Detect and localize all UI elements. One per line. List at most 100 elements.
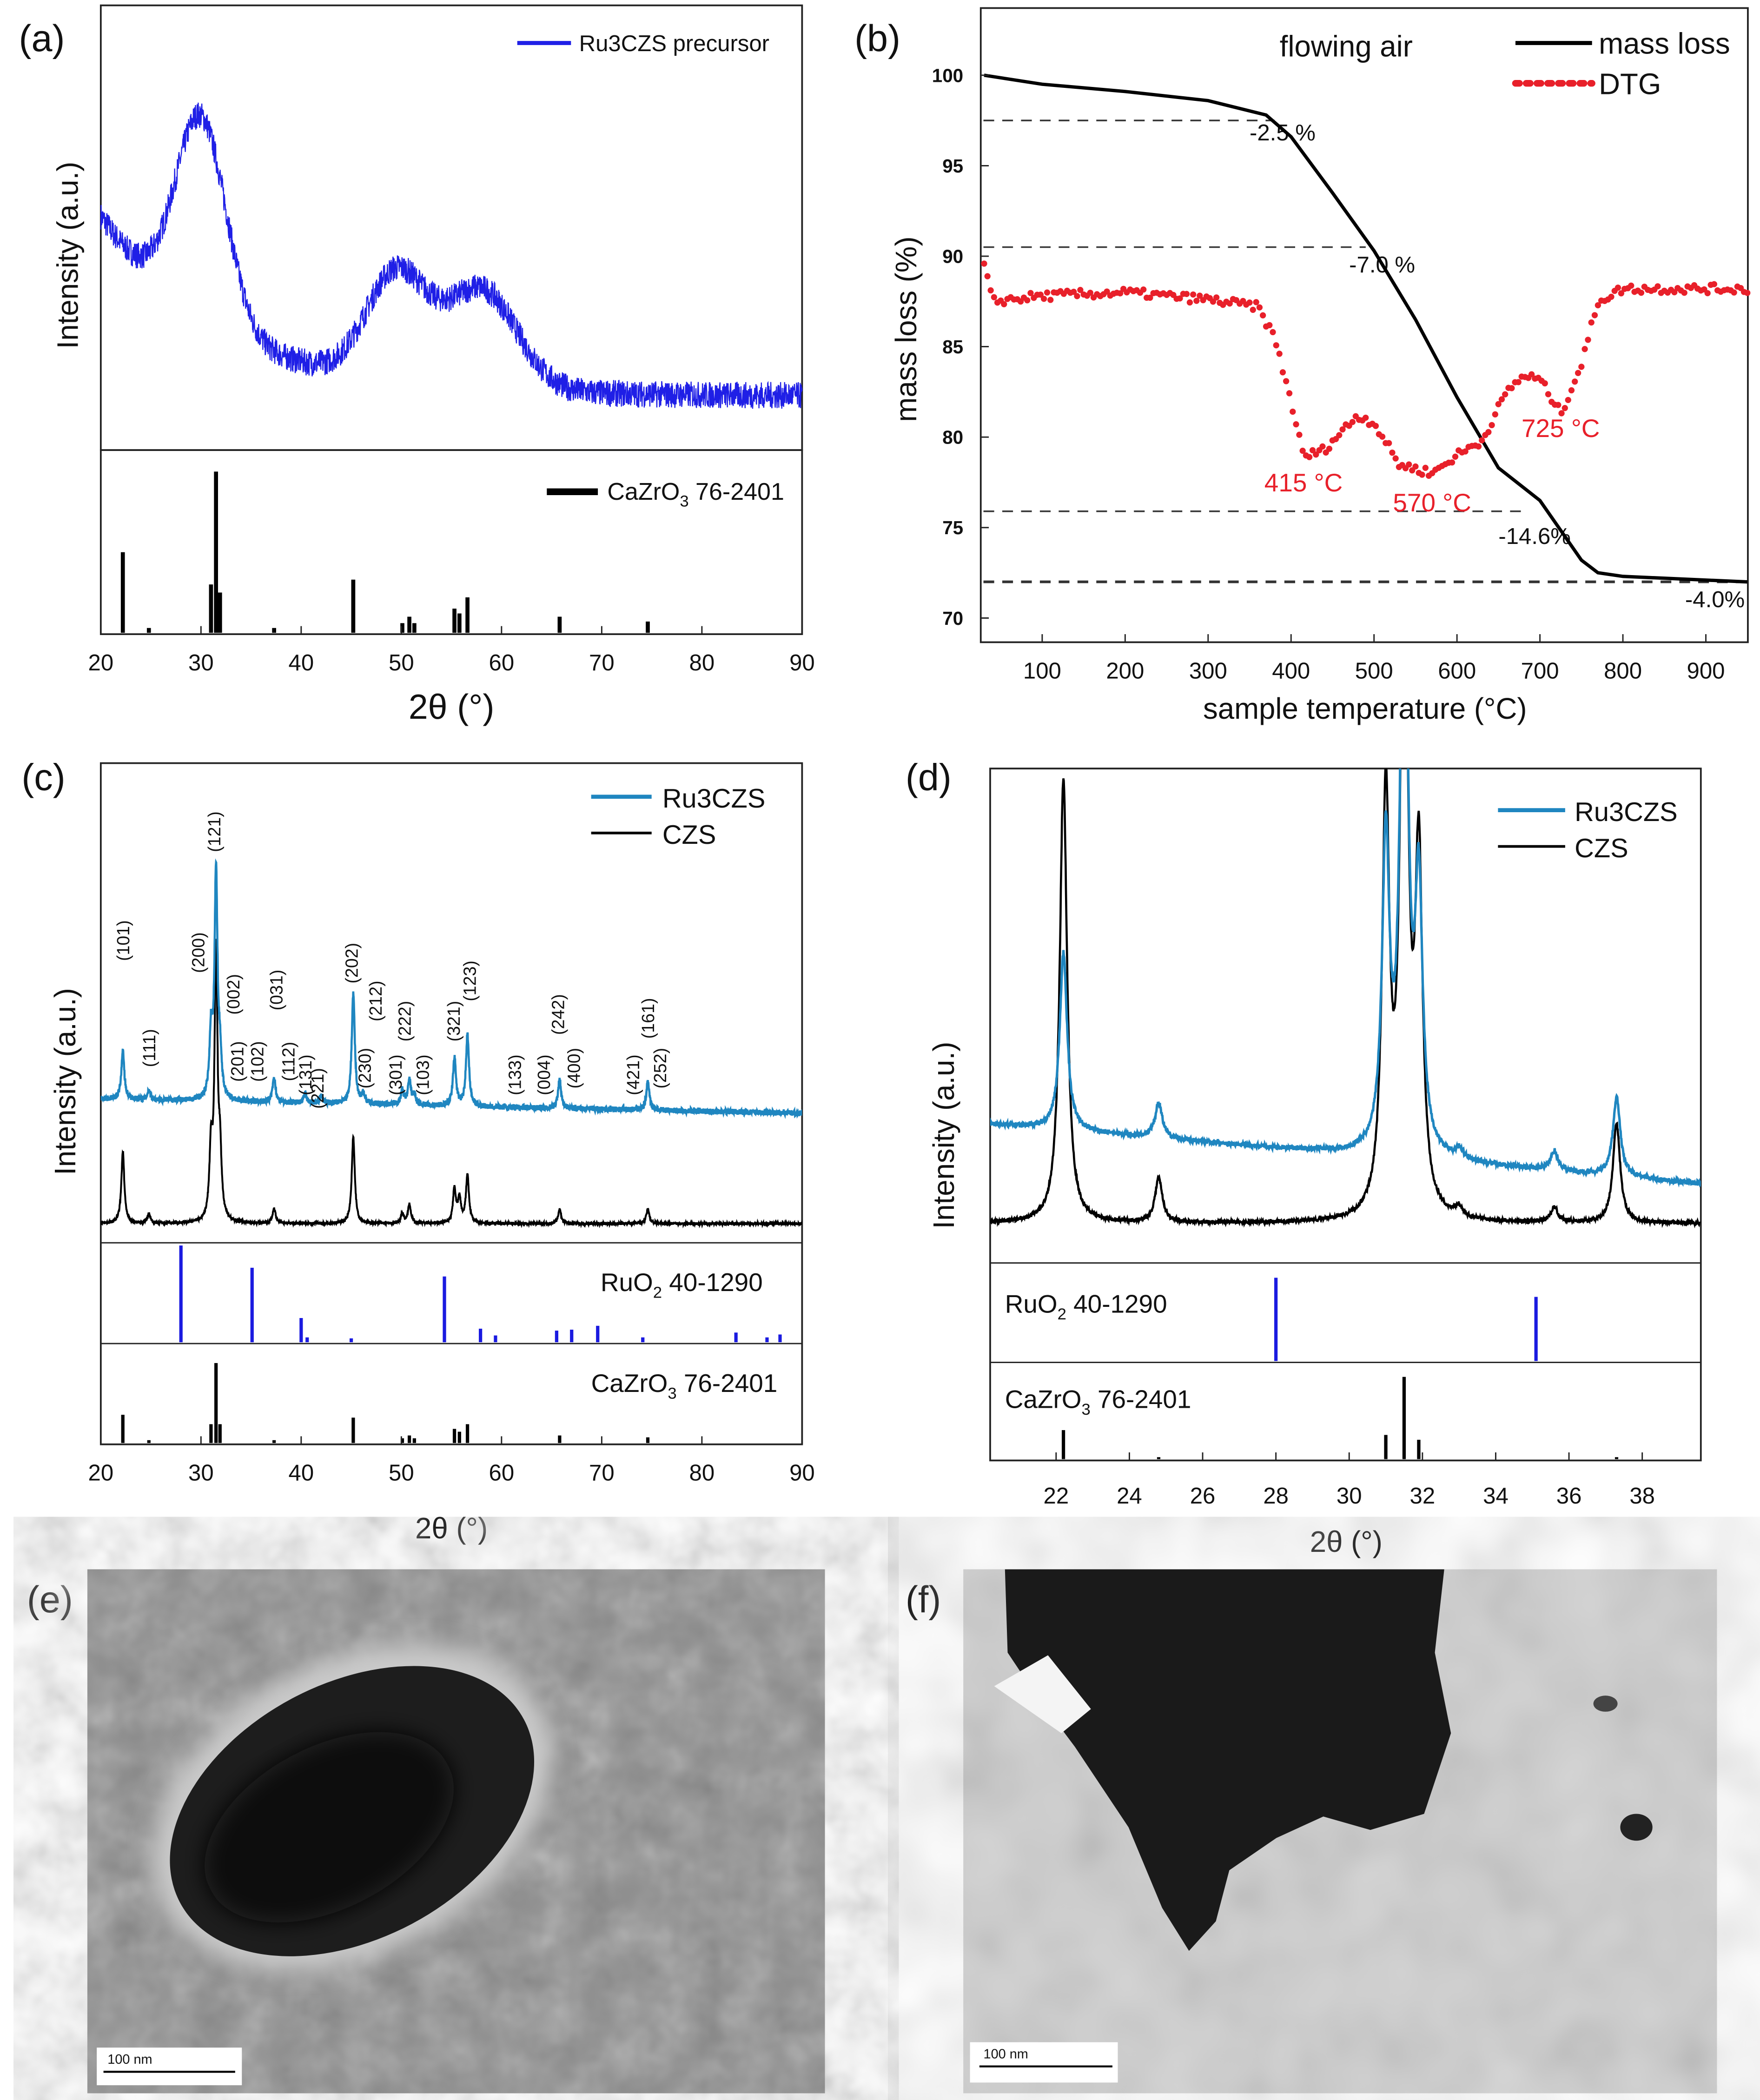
- b-dtg-point: [1581, 346, 1588, 352]
- a-xtick-label: 90: [789, 650, 815, 676]
- b-dtg-point: [1197, 292, 1203, 299]
- c-xtick-label: 50: [389, 1461, 414, 1486]
- b-dtg-label-0: 415 °C: [1264, 468, 1343, 497]
- c-xtick-label: 60: [489, 1461, 515, 1486]
- b-dtg-point: [1671, 289, 1678, 296]
- d-xtick-label: 32: [1410, 1484, 1436, 1509]
- b-dtg-point: [1489, 422, 1495, 429]
- c-xtick-label: 70: [589, 1461, 615, 1486]
- b-dtg-point: [1047, 297, 1054, 303]
- b-dtg-point: [1140, 286, 1147, 293]
- b-dtg-point: [1492, 411, 1498, 417]
- b-dtg-point: [1744, 290, 1751, 296]
- b-dtg-point: [1210, 298, 1217, 305]
- b-dtg-point: [1044, 289, 1051, 296]
- b-dtg-point: [1462, 448, 1469, 455]
- panel-label-e: (e): [27, 1579, 73, 1621]
- c-hkl-label-12: (212): [366, 980, 385, 1021]
- b-xtick-label: 800: [1604, 658, 1642, 683]
- c-hkl-label-16: (103): [413, 1054, 432, 1095]
- b-xtick-label: 300: [1189, 658, 1227, 683]
- b-dtg-label-1: 570 °C: [1393, 488, 1471, 517]
- b-dtg-point: [1186, 299, 1193, 306]
- c-hkl-label-23: (421): [623, 1054, 643, 1095]
- b-dtg-point: [1731, 289, 1737, 296]
- b-dtg-point: [1279, 369, 1286, 376]
- d-legend-czs: CZS: [1575, 834, 1628, 863]
- a-legend: Ru3CZS precursor: [517, 31, 769, 56]
- c-legend-ru: Ru3CZS: [662, 784, 766, 814]
- f-scale-box: [970, 2042, 1118, 2083]
- a-series-ru3czs-precursor: [100, 102, 803, 409]
- c-hkl-label-21: (242): [548, 994, 568, 1035]
- b-dtg-point: [1585, 337, 1591, 343]
- c-hkl-label-7: (031): [267, 970, 286, 1011]
- panel-label-a: (a): [19, 18, 65, 60]
- b-dtg-point: [991, 294, 998, 300]
- d-xtick-label: 28: [1263, 1484, 1289, 1509]
- d-xtick-label: 22: [1044, 1484, 1069, 1509]
- b-dtg-point: [1422, 464, 1429, 471]
- b-dtg-point: [1349, 419, 1356, 425]
- sem-image-f: 100 nm: [963, 1569, 1717, 2093]
- b-dtg-point: [1575, 370, 1581, 376]
- b-dtg-point: [1578, 364, 1585, 370]
- b-dtg-point: [1711, 281, 1718, 287]
- b-dtg-point: [1190, 291, 1197, 298]
- b-ylabel: mass loss (%): [890, 236, 923, 422]
- b-dtg-point: [1074, 293, 1080, 299]
- b-dtg-point: [1449, 459, 1456, 466]
- c-xtick-label: 30: [188, 1461, 214, 1486]
- b-dtg-point: [1250, 306, 1256, 313]
- b-dtg-point: [1419, 471, 1425, 478]
- c-hkl-label-11: (202): [342, 943, 361, 984]
- c-hkl-label-17: (321): [444, 1001, 463, 1042]
- c-xtick-label: 20: [88, 1461, 114, 1486]
- panel-label-f: (f): [906, 1579, 941, 1621]
- b-series-mass-loss: [984, 73, 1747, 584]
- b-dtg-point: [1558, 410, 1565, 417]
- b-xtick-label: 700: [1521, 658, 1559, 683]
- b-dtg-point: [1077, 287, 1084, 293]
- a-xtick-label: 40: [289, 650, 314, 676]
- d-ylabel: Intensity (a.u.): [927, 1042, 960, 1229]
- c-ref-ruo2-label: RuO2 40-1290: [601, 1268, 763, 1301]
- c-hkl-label-25: (252): [650, 1048, 670, 1089]
- c-legend-czs: CZS: [662, 820, 716, 850]
- a-ref-legend: CaZrO3 76-2401: [547, 478, 784, 510]
- d-plot-frame: [989, 768, 1702, 1462]
- b-dtg-point: [1339, 426, 1346, 433]
- b-dtg-point: [1040, 296, 1047, 302]
- d-legend-ru: Ru3CZS: [1575, 797, 1678, 827]
- b-dtg-point: [1591, 312, 1598, 318]
- b-xtick-label: 900: [1687, 658, 1725, 683]
- a-xtick-label: 60: [489, 650, 515, 676]
- b-dtg-point: [1024, 297, 1031, 304]
- b-dtg-point: [1572, 378, 1578, 385]
- b-dtg-point: [1273, 342, 1279, 349]
- b-dtg-point: [1542, 380, 1548, 387]
- a-xtick-label: 20: [88, 650, 114, 676]
- b-dtg-point: [1528, 371, 1535, 378]
- b-dtg-point: [1293, 421, 1299, 428]
- b-dtg-point: [1479, 437, 1485, 444]
- panel-label-d: (d): [906, 756, 952, 798]
- b-ytick-label: 90: [942, 245, 963, 267]
- d-series-ru3czs: [990, 768, 1701, 1188]
- a-xtick-label: 50: [389, 650, 414, 676]
- b-dtg-point: [1313, 451, 1319, 458]
- b-dtg-point: [1296, 431, 1303, 438]
- b-legend-mass: mass loss: [1599, 27, 1730, 60]
- panel-label-c: (c): [21, 756, 65, 798]
- b-dtg-point: [1704, 290, 1711, 297]
- c-hkl-label-4: (002): [224, 974, 243, 1015]
- a-xtick-label: 30: [188, 650, 214, 676]
- b-dtg-point: [1386, 440, 1392, 446]
- b-xtick-label: 600: [1438, 658, 1476, 683]
- b-annotation: flowing air: [1280, 30, 1413, 63]
- c-legend: Ru3CZS CZS: [591, 784, 766, 850]
- b-dtg-point: [981, 260, 987, 267]
- b-ytick-label: 80: [942, 427, 963, 448]
- d-xtick-label: 24: [1117, 1484, 1142, 1509]
